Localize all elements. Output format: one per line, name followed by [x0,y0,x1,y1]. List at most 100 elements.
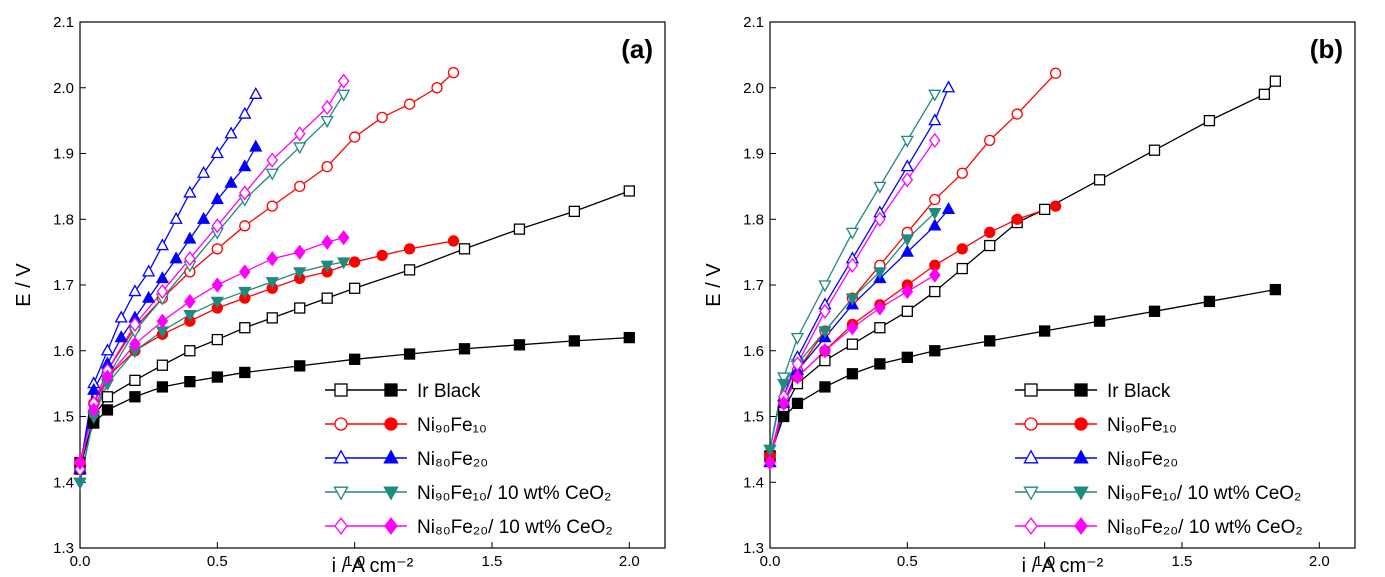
marker [224,175,238,188]
marker [238,185,251,201]
marker [929,285,941,298]
marker [929,345,941,357]
marker [568,335,581,347]
x-tick-label: 1.0 [1034,553,1055,570]
marker [321,234,334,250]
marker [321,99,334,116]
marker [87,402,100,418]
marker [294,360,306,372]
marker [845,227,859,240]
marker [900,135,914,148]
marker [956,262,968,275]
marker [337,257,351,270]
marker [1073,449,1089,464]
marker [778,410,790,423]
marker [1203,114,1216,127]
marker [1011,108,1023,120]
marker [1203,295,1216,308]
marker [101,404,114,416]
marker [818,280,832,293]
y-tick-label: 2.1 [743,14,764,31]
marker [403,243,416,255]
marker [1074,383,1088,397]
marker [431,82,443,94]
marker [334,417,348,431]
marker [777,378,791,391]
marker [238,106,252,119]
x-tick-label: 0.5 [897,553,918,570]
y-tick-label: 1.4 [743,474,764,491]
marker [1074,417,1088,431]
marker [333,449,349,464]
marker [941,202,956,215]
marker [211,333,223,346]
marker [156,381,169,393]
y-tick-label: 1.8 [743,211,764,228]
marker [142,264,156,277]
y-tick-label: 1.7 [53,277,74,294]
x-tick-label: 2.0 [619,553,640,570]
marker [293,126,306,142]
marker [873,181,887,194]
marker [928,132,941,148]
marker [819,303,831,319]
marker [101,391,114,403]
marker [846,257,859,273]
marker [293,267,307,280]
x-tick-label: 1.5 [482,553,503,570]
marker [156,313,169,329]
marker [790,332,805,345]
marker [403,98,416,110]
marker [100,343,115,356]
marker [238,286,252,299]
marker [337,73,350,89]
marker [129,374,141,386]
marker [376,111,388,123]
marker [874,211,886,227]
y-tick-label: 1.6 [743,343,764,360]
marker [1024,383,1038,397]
marker [129,316,141,333]
marker [210,192,224,205]
marker [184,376,196,388]
marker [129,336,141,352]
legend-label: Ni₈₀Fe₂₀ [417,449,488,470]
marker [1024,417,1038,431]
marker [1269,283,1282,296]
marker [764,454,776,471]
marker [984,239,996,252]
marker [1148,305,1161,317]
marker [384,517,398,535]
marker [447,66,460,79]
marker [1049,200,1062,212]
marker [383,449,399,464]
marker [384,417,398,431]
y-tick-label: 1.9 [53,146,74,163]
marker [265,277,279,290]
marker [956,167,968,179]
x-tick-label: 1.5 [1172,553,1193,570]
x-axis-label: i / A cm⁻² [332,555,414,577]
marker [156,359,169,371]
marker [239,322,251,334]
marker [156,284,169,300]
marker [1011,213,1023,225]
x-tick-label: 1.0 [344,553,365,570]
marker [129,391,141,403]
x-tick-label: 0.5 [207,553,228,570]
marker [184,293,196,310]
x-tick-label: 0.0 [760,553,781,570]
marker [846,320,859,336]
marker [293,244,306,260]
series-line [769,139,936,463]
marker [114,330,128,343]
marker [791,369,804,385]
marker [348,131,361,143]
y-tick-label: 1.5 [53,409,74,426]
panel-label: (b) [1310,34,1343,64]
y-tick-label: 1.8 [53,211,74,228]
marker [294,302,306,314]
marker [403,264,416,276]
y-tick-label: 2.0 [743,80,764,97]
